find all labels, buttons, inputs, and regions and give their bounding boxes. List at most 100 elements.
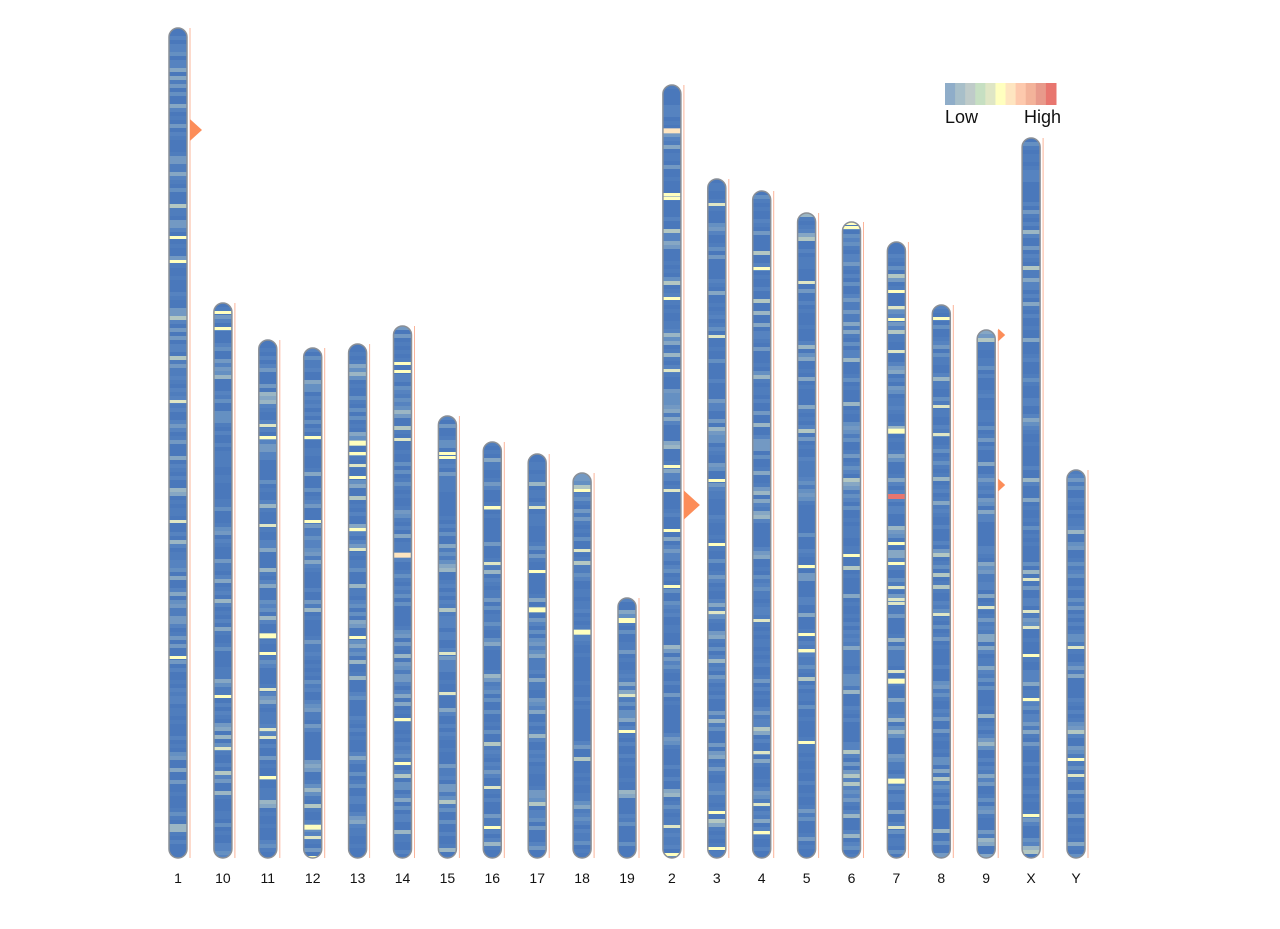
heat-band (393, 394, 412, 399)
heat-band (303, 600, 322, 605)
heat-band (393, 434, 412, 439)
heat-band (348, 764, 367, 769)
heat-band (662, 517, 681, 522)
heat-band (842, 278, 861, 283)
heat-band (842, 806, 861, 811)
heat-band (393, 410, 412, 415)
heat-band (393, 498, 412, 503)
heat-band (169, 760, 187, 765)
heat-band (1022, 506, 1041, 511)
heat-band (618, 818, 636, 823)
heat-band (348, 372, 367, 377)
heat-band (662, 525, 681, 530)
heat-band (707, 547, 726, 552)
heat-band (393, 570, 412, 575)
heat-band (887, 518, 906, 523)
heat-band (1022, 650, 1041, 655)
heat-band (977, 650, 996, 655)
heat-band (438, 756, 457, 761)
heat-band (797, 709, 816, 714)
heat-band (662, 197, 681, 200)
heat-band (887, 686, 906, 691)
heat-band (618, 610, 636, 615)
heat-band (169, 588, 187, 593)
heat-band (1067, 486, 1085, 491)
heat-band (303, 828, 322, 833)
heat-band (707, 435, 726, 440)
heat-band (842, 418, 861, 423)
heat-band (348, 772, 367, 777)
heat-band (1022, 574, 1041, 579)
heat-band (393, 786, 412, 791)
heat-band (797, 489, 816, 494)
heat-band (977, 538, 996, 543)
heat-band (213, 391, 232, 396)
heat-band (752, 763, 771, 768)
heat-band (213, 331, 232, 336)
heat-band (438, 800, 457, 805)
heat-band (707, 727, 726, 732)
heat-band (303, 840, 322, 845)
heat-band (438, 592, 457, 597)
heat-band (797, 233, 816, 238)
heat-band (169, 404, 187, 409)
heat-band (528, 758, 547, 763)
heat-band (1067, 846, 1085, 851)
heat-band (797, 481, 816, 486)
chromosome-16: 16 (482, 441, 505, 886)
heat-band (438, 452, 457, 455)
heat-band (977, 694, 996, 699)
heat-band (662, 449, 681, 454)
heat-band (887, 478, 906, 483)
heat-band (393, 594, 412, 599)
heat-band (752, 399, 771, 404)
heat-band (169, 76, 187, 81)
heat-band (752, 711, 771, 716)
heat-band (618, 750, 636, 755)
heat-band (977, 810, 996, 815)
heat-band (662, 241, 681, 246)
heat-band (618, 702, 636, 707)
heat-band (169, 704, 187, 709)
heat-band (842, 794, 861, 799)
heat-band (887, 618, 906, 623)
heat-band (213, 631, 232, 636)
heat-band (752, 735, 771, 740)
heat-band (258, 812, 277, 817)
heat-band (797, 649, 816, 652)
heat-band (348, 728, 367, 733)
heat-band (483, 726, 502, 731)
heat-band (797, 813, 816, 818)
heat-band (213, 423, 232, 428)
heat-band (438, 456, 457, 459)
heat-band (662, 849, 681, 854)
heat-band (662, 797, 681, 802)
heat-band (752, 503, 771, 508)
heat-band (483, 602, 502, 607)
heat-band (977, 390, 996, 395)
heat-band (1022, 214, 1041, 219)
heat-band (752, 303, 771, 308)
heat-band (887, 386, 906, 391)
heat-band (1022, 698, 1041, 701)
heat-band (887, 646, 906, 651)
heat-band (797, 361, 816, 366)
heat-band (707, 771, 726, 776)
heat-band (662, 281, 681, 286)
heat-band (438, 612, 457, 617)
heat-band (1067, 574, 1085, 579)
heat-band (797, 541, 816, 546)
heat-band (393, 678, 412, 683)
heat-band (483, 482, 502, 487)
heat-band (348, 544, 367, 549)
heat-band (797, 657, 816, 662)
heat-band (348, 740, 367, 745)
heat-band (528, 570, 547, 573)
heat-band (887, 410, 906, 415)
heat-band (213, 755, 232, 760)
heat-band (662, 349, 681, 354)
heat-band (438, 604, 457, 609)
heat-band (1067, 722, 1085, 727)
heat-band (169, 584, 187, 589)
heat-band (303, 496, 322, 501)
